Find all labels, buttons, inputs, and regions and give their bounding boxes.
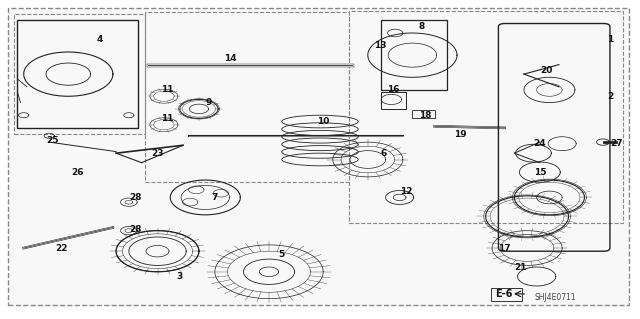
Text: 24: 24 <box>534 139 546 148</box>
Text: 13: 13 <box>374 41 387 50</box>
Text: E-6: E-6 <box>495 289 513 299</box>
Text: SHJ4E0711: SHJ4E0711 <box>535 293 577 301</box>
Bar <box>412 109 435 118</box>
Text: 3: 3 <box>177 272 183 281</box>
Text: 7: 7 <box>212 193 218 202</box>
Text: 10: 10 <box>317 117 330 126</box>
Text: 26: 26 <box>72 168 84 177</box>
Text: 23: 23 <box>151 149 164 158</box>
Text: 1: 1 <box>607 35 613 44</box>
Text: 12: 12 <box>400 187 412 196</box>
Text: 27: 27 <box>610 139 623 148</box>
Text: 15: 15 <box>534 168 546 177</box>
Text: 11: 11 <box>161 85 173 94</box>
Text: 17: 17 <box>499 243 511 253</box>
Text: 22: 22 <box>56 243 68 253</box>
Text: 4: 4 <box>97 35 103 44</box>
Bar <box>17 20 138 128</box>
Text: 11: 11 <box>161 114 173 123</box>
Text: 18: 18 <box>419 111 431 120</box>
Text: 25: 25 <box>46 136 59 145</box>
Text: 20: 20 <box>540 66 552 76</box>
Text: 9: 9 <box>205 98 212 107</box>
Text: 28: 28 <box>129 225 141 234</box>
Text: 28: 28 <box>129 193 141 202</box>
Text: 16: 16 <box>387 85 399 94</box>
Text: 8: 8 <box>419 22 425 31</box>
Text: 6: 6 <box>381 149 387 158</box>
Bar <box>381 20 447 90</box>
Text: 5: 5 <box>278 250 285 259</box>
Text: 14: 14 <box>225 54 237 63</box>
Bar <box>381 92 406 109</box>
FancyBboxPatch shape <box>8 8 629 305</box>
Text: 21: 21 <box>515 263 527 271</box>
Text: 2: 2 <box>607 92 613 101</box>
Text: 19: 19 <box>454 130 467 139</box>
